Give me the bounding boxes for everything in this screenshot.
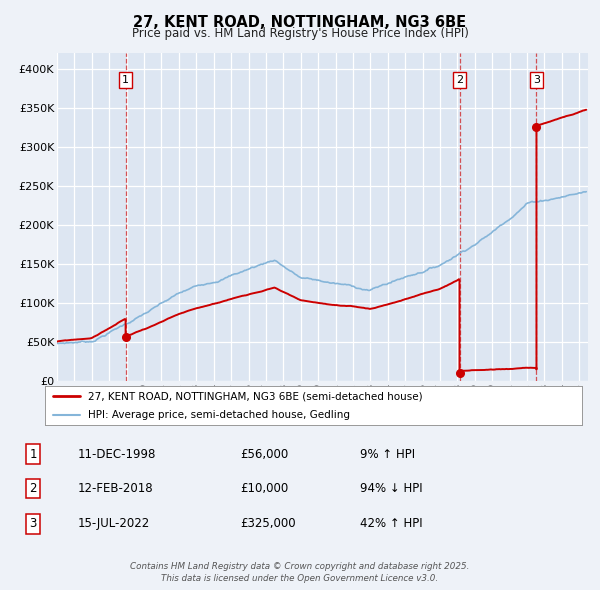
Text: 94% ↓ HPI: 94% ↓ HPI <box>360 482 422 495</box>
Text: 2: 2 <box>456 76 463 86</box>
Text: 9% ↑ HPI: 9% ↑ HPI <box>360 448 415 461</box>
Text: 3: 3 <box>29 517 37 530</box>
Text: £56,000: £56,000 <box>240 448 288 461</box>
Text: 1: 1 <box>29 448 37 461</box>
Text: £325,000: £325,000 <box>240 517 296 530</box>
Text: 27, KENT ROAD, NOTTINGHAM, NG3 6BE: 27, KENT ROAD, NOTTINGHAM, NG3 6BE <box>133 15 467 30</box>
Text: 2: 2 <box>29 482 37 495</box>
Text: 1: 1 <box>122 76 129 86</box>
Text: 15-JUL-2022: 15-JUL-2022 <box>78 517 150 530</box>
Text: HPI: Average price, semi-detached house, Gedling: HPI: Average price, semi-detached house,… <box>88 410 350 420</box>
Text: £10,000: £10,000 <box>240 482 288 495</box>
Text: 42% ↑ HPI: 42% ↑ HPI <box>360 517 422 530</box>
Text: 11-DEC-1998: 11-DEC-1998 <box>78 448 157 461</box>
Text: Contains HM Land Registry data © Crown copyright and database right 2025.
This d: Contains HM Land Registry data © Crown c… <box>130 562 470 583</box>
Text: 27, KENT ROAD, NOTTINGHAM, NG3 6BE (semi-detached house): 27, KENT ROAD, NOTTINGHAM, NG3 6BE (semi… <box>88 391 422 401</box>
Text: Price paid vs. HM Land Registry's House Price Index (HPI): Price paid vs. HM Land Registry's House … <box>131 27 469 40</box>
Text: 3: 3 <box>533 76 540 86</box>
Text: 12-FEB-2018: 12-FEB-2018 <box>78 482 154 495</box>
